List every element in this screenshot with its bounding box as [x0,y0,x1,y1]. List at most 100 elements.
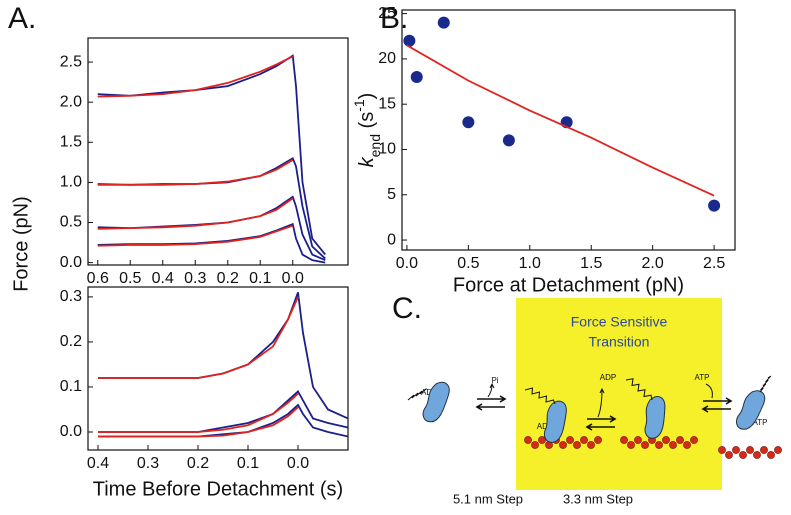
actin-bead [573,441,581,449]
y-tick-label: 0.0 [60,423,82,440]
trace [98,296,299,379]
actin-bead [746,446,754,454]
actin-bead [718,446,726,454]
step-label: 5.1 nm Step [453,491,523,506]
lever-arm [524,387,556,405]
panel-label: A. [8,2,36,35]
actin-bead [669,441,677,449]
trace [98,393,299,433]
arrow [703,397,733,405]
trace [97,224,294,247]
y-tick-label: 2.5 [60,53,82,70]
actin-bead [753,451,761,459]
point [708,199,721,212]
arrow [475,403,505,411]
trace [406,44,715,197]
actin-bead [641,441,649,449]
trace [97,55,294,98]
x-tick-label: 0.5 [119,270,141,287]
actin-bead [662,436,670,444]
plot: 0.4 0.3 0.2 0.1 0.0 0.0 0.1 0.2 0.3 [60,286,349,472]
arrow [587,415,617,423]
x-tick-label: 1.5 [580,255,602,272]
actin-bead [634,436,642,444]
x-tick-label: 0.4 [87,455,109,472]
myosin-head [543,400,567,443]
arrow [585,423,615,431]
actin-bead [524,436,532,444]
x-tick-label: 2.5 [703,255,725,272]
y-tick-label: 0.2 [60,333,82,350]
actin-bead [725,451,733,459]
x-tick-label: 0.1 [237,455,259,472]
y-axis-label: Force (pN) [10,196,32,292]
actin-bead [559,441,567,449]
trace [97,54,326,256]
y-tick-label: 0 [387,231,396,248]
y-tick-label: 15 [378,95,396,112]
trace [97,197,294,230]
plot-frame [87,37,349,266]
actin-bead [580,436,588,444]
actin-bead [732,446,740,454]
point [502,134,515,147]
actin-bead [655,441,663,449]
y-tick-label: 10 [378,141,396,158]
x-tick-label: 0.2 [187,455,209,472]
arrow [701,405,731,413]
y-tick-label: 0.5 [60,214,82,231]
series-group [403,16,721,212]
y-axis-label-part: ) [356,93,378,100]
y-axis-label-part: -1 [351,99,367,112]
actin-bead [683,441,691,449]
x-tick-label: 1.0 [519,255,541,272]
series-group [97,54,326,264]
plot-frame [401,9,736,251]
actin-bead [587,441,595,449]
y-tick-label: 20 [378,50,396,67]
trace [98,406,299,438]
x-tick-label: 0.0 [282,270,304,287]
series-group [98,292,348,438]
actin-bead [538,436,546,444]
trace [98,390,348,433]
x-tick-label: 0.2 [217,270,239,287]
transition-box [516,298,722,490]
lever-arm [407,387,427,401]
y-tick-label: 25 [378,5,396,22]
myosin-head [422,381,450,423]
y-tick-label: 1.5 [60,133,82,150]
x-tick-label: 0.3 [137,455,159,472]
release-arrow [597,387,605,418]
x-tick-label: 0.5 [457,255,479,272]
x-tick-label: 2.0 [642,255,664,272]
bind-arrow [705,383,713,399]
lever-arm [759,375,772,393]
actin-bead [760,446,768,454]
x-tick-label: 0.0 [287,455,309,472]
point [403,34,416,47]
panel-label: C. [392,292,422,325]
y-axis-label-part: (s [356,112,378,134]
point [462,116,475,129]
state-label: ADP [537,422,553,431]
y-tick-label: 5 [387,186,396,203]
actin-bead [739,451,747,459]
plot: 0.6 0.5 0.4 0.3 0.2 0.1 0.0 0.0 0.5 1.0 1.5 2.0 2.5 [60,37,349,287]
y-tick-label: 0.1 [60,378,82,395]
myosin-head [644,396,666,439]
trace [98,292,348,420]
actin-bead [767,451,775,459]
actin-bead [774,446,782,454]
x-tick-label: 0.3 [184,270,206,287]
x-axis-label: Time Before Detachment (s) [93,478,343,500]
y-tick-label: 2.0 [60,93,82,110]
release-arrow [487,382,495,398]
actin-bead [620,436,628,444]
step-label: 3.3 nm Step [563,491,633,506]
actin-bead [594,436,602,444]
trace [97,159,294,186]
y-tick-label: 1.0 [60,174,82,191]
x-tick-label: 0.0 [396,255,418,272]
plot-frame [87,286,349,451]
